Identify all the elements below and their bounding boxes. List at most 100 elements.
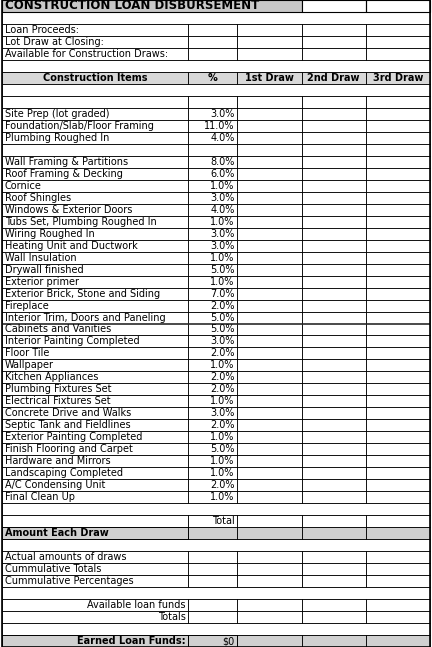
Bar — [2, 120, 188, 132]
Bar — [188, 551, 238, 563]
Bar — [302, 360, 365, 371]
Bar — [302, 371, 365, 384]
Bar — [365, 479, 430, 491]
Bar — [238, 599, 302, 611]
Bar — [2, 455, 188, 467]
Bar — [188, 180, 238, 192]
Text: Exterior primer: Exterior primer — [5, 276, 79, 287]
Bar — [188, 180, 238, 192]
Bar — [302, 96, 365, 108]
Bar — [2, 563, 188, 575]
Text: 3.0%: 3.0% — [210, 408, 235, 419]
Bar — [2, 360, 188, 371]
Bar — [238, 276, 302, 287]
Bar — [2, 467, 188, 479]
Bar — [365, 168, 430, 180]
Text: 2.0%: 2.0% — [210, 373, 235, 382]
Bar — [238, 324, 302, 336]
Bar — [365, 276, 430, 287]
Bar — [2, 371, 188, 384]
Bar — [238, 144, 302, 156]
Bar — [365, 215, 430, 228]
Bar — [188, 467, 238, 479]
Bar — [238, 432, 302, 443]
Bar — [188, 300, 238, 311]
Bar — [188, 408, 238, 419]
Bar — [302, 384, 365, 395]
Bar — [238, 263, 302, 276]
Bar — [2, 72, 188, 84]
Bar — [302, 395, 365, 408]
Bar — [302, 419, 365, 432]
Bar — [2, 539, 430, 551]
Bar — [2, 144, 188, 156]
Text: Amount Each Draw: Amount Each Draw — [5, 528, 108, 538]
Bar — [188, 635, 238, 647]
Bar — [302, 120, 365, 132]
Bar — [188, 599, 238, 611]
Bar — [188, 515, 238, 527]
Bar — [302, 204, 365, 215]
Bar — [188, 311, 238, 324]
Bar — [365, 300, 430, 311]
Bar — [302, 479, 365, 491]
Bar — [2, 276, 188, 287]
Bar — [365, 228, 430, 239]
Text: 1.0%: 1.0% — [210, 217, 235, 226]
Bar — [302, 324, 365, 336]
Text: 2.0%: 2.0% — [210, 480, 235, 490]
Text: Cummulative Percentages: Cummulative Percentages — [5, 576, 133, 586]
Bar — [238, 144, 302, 156]
Bar — [365, 360, 430, 371]
Bar — [2, 479, 188, 491]
Bar — [188, 563, 238, 575]
Bar — [188, 384, 238, 395]
Bar — [365, 635, 430, 647]
Text: Totals: Totals — [158, 612, 186, 622]
Text: 2.0%: 2.0% — [210, 300, 235, 311]
Text: 1.0%: 1.0% — [210, 468, 235, 478]
Bar — [365, 144, 430, 156]
Text: 1.0%: 1.0% — [210, 492, 235, 502]
Bar — [2, 395, 188, 408]
Bar — [302, 120, 365, 132]
Bar — [365, 384, 430, 395]
Text: Site Prep (lot graded): Site Prep (lot graded) — [5, 109, 109, 119]
Bar — [302, 635, 365, 647]
Bar — [238, 611, 302, 623]
Bar — [188, 96, 238, 108]
Text: Kitchen Appliances: Kitchen Appliances — [5, 373, 98, 382]
Bar — [2, 419, 188, 432]
Bar — [365, 252, 430, 263]
Bar — [188, 371, 238, 384]
Text: Lot Draw at Closing:: Lot Draw at Closing: — [5, 37, 104, 47]
Bar — [188, 311, 238, 324]
Bar — [302, 384, 365, 395]
Bar — [365, 311, 430, 324]
Bar — [365, 36, 430, 48]
Bar — [2, 252, 188, 263]
Bar — [2, 96, 188, 108]
Bar — [302, 347, 365, 360]
Bar — [188, 527, 238, 539]
Bar — [302, 108, 365, 120]
Bar — [188, 347, 238, 360]
Text: Exterior Brick, Stone and Siding: Exterior Brick, Stone and Siding — [5, 289, 160, 298]
Text: Hardware and Mirrors: Hardware and Mirrors — [5, 456, 111, 466]
Bar — [302, 96, 365, 108]
Bar — [188, 479, 238, 491]
Text: Wallpaper: Wallpaper — [5, 360, 54, 371]
Bar — [365, 371, 430, 384]
Bar — [2, 24, 188, 36]
Bar — [238, 635, 302, 647]
Text: 4.0%: 4.0% — [210, 204, 235, 215]
Bar — [238, 168, 302, 180]
Bar — [2, 192, 188, 204]
Bar — [2, 347, 188, 360]
Text: $0: $0 — [222, 636, 235, 646]
Bar — [2, 228, 188, 239]
Bar — [2, 168, 188, 180]
Bar — [188, 228, 238, 239]
Bar — [188, 599, 238, 611]
Bar — [365, 192, 430, 204]
